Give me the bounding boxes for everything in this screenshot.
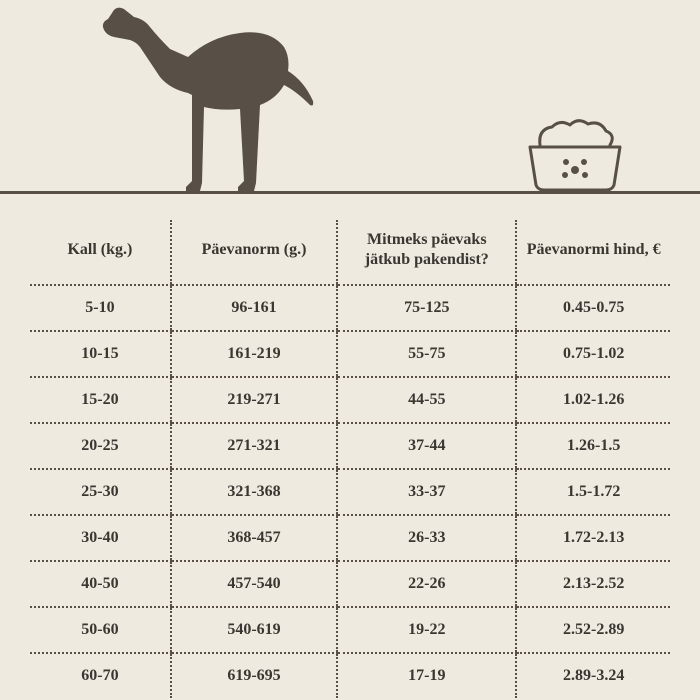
table-cell: 15-20: [30, 377, 171, 423]
table-cell: 2.89-3.24: [516, 653, 670, 698]
table-cell: 40-50: [30, 561, 171, 607]
table-row: 10-15161-21955-750.75-1.02: [30, 331, 670, 377]
table-cell: 33-37: [337, 469, 516, 515]
table-cell: 1.26-1.5: [516, 423, 670, 469]
ground-line: [0, 191, 700, 194]
table-row: 15-20219-27144-551.02-1.26: [30, 377, 670, 423]
feeding-table: Kall (kg.) Päevanorm (g.) Mitmeks päevak…: [30, 220, 670, 698]
food-bowl-icon: [520, 117, 630, 192]
table-cell: 1.72-2.13: [516, 515, 670, 561]
feeding-table-container: Kall (kg.) Päevanorm (g.) Mitmeks päevak…: [0, 200, 700, 698]
table-row: 5-1096-16175-1250.45-0.75: [30, 285, 670, 331]
col-header-daily-amount: Päevanorm (g.): [171, 220, 337, 285]
table-cell: 25-30: [30, 469, 171, 515]
table-row: 50-60540-61919-222.52-2.89: [30, 607, 670, 653]
table-cell: 5-10: [30, 285, 171, 331]
table-cell: 2.13-2.52: [516, 561, 670, 607]
table-cell: 161-219: [171, 331, 337, 377]
col-header-weight: Kall (kg.): [30, 220, 171, 285]
table-row: 20-25271-32137-441.26-1.5: [30, 423, 670, 469]
table-row: 25-30321-36833-371.5-1.72: [30, 469, 670, 515]
table-row: 60-70619-69517-192.89-3.24: [30, 653, 670, 698]
table-row: 40-50457-54022-262.13-2.52: [30, 561, 670, 607]
table-cell: 619-695: [171, 653, 337, 698]
table-cell: 22-26: [337, 561, 516, 607]
table-cell: 540-619: [171, 607, 337, 653]
table-cell: 55-75: [337, 331, 516, 377]
table-header-row: Kall (kg.) Päevanorm (g.) Mitmeks päevak…: [30, 220, 670, 285]
table-cell: 19-22: [337, 607, 516, 653]
table-cell: 271-321: [171, 423, 337, 469]
table-cell: 219-271: [171, 377, 337, 423]
table-cell: 457-540: [171, 561, 337, 607]
table-cell: 17-19: [337, 653, 516, 698]
table-cell: 44-55: [337, 377, 516, 423]
table-cell: 60-70: [30, 653, 171, 698]
table-cell: 10-15: [30, 331, 171, 377]
table-cell: 50-60: [30, 607, 171, 653]
header-illustration: [0, 0, 700, 200]
table-cell: 0.45-0.75: [516, 285, 670, 331]
table-cell: 37-44: [337, 423, 516, 469]
col-header-daily-price: Päevanormi hind, €: [516, 220, 670, 285]
col-header-days-per-pack: Mitmeks päevaks jätkub pakendist?: [337, 220, 516, 285]
table-cell: 26-33: [337, 515, 516, 561]
table-row: 30-40368-45726-331.72-2.13: [30, 515, 670, 561]
table-cell: 96-161: [171, 285, 337, 331]
table-cell: 0.75-1.02: [516, 331, 670, 377]
table-body: 5-1096-16175-1250.45-0.7510-15161-21955-…: [30, 285, 670, 698]
dog-silhouette-icon: [100, 7, 320, 192]
table-cell: 1.5-1.72: [516, 469, 670, 515]
table-cell: 321-368: [171, 469, 337, 515]
table-cell: 1.02-1.26: [516, 377, 670, 423]
table-cell: 368-457: [171, 515, 337, 561]
table-cell: 30-40: [30, 515, 171, 561]
table-cell: 20-25: [30, 423, 171, 469]
table-cell: 2.52-2.89: [516, 607, 670, 653]
table-cell: 75-125: [337, 285, 516, 331]
